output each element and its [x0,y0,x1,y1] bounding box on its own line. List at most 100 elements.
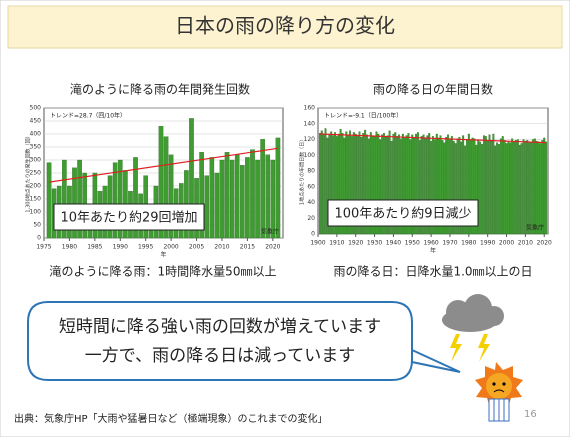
y-tick-label: 160 [304,105,316,112]
bar [505,143,508,235]
bar [482,135,485,235]
bar [471,137,474,235]
bar [467,133,470,235]
bar [341,133,344,235]
bar [509,142,512,235]
y-axis-label: 1地点あたりの年間日数（日） [299,137,306,205]
annotation: 10年あたり約29回増加 [60,211,197,226]
bar [518,144,521,235]
x-tick-label: 1980 [62,244,77,251]
bar [214,172,220,239]
bar [516,139,519,235]
bar [392,133,395,235]
cloud-icon [442,294,504,362]
x-tick-label: 2020 [537,240,552,247]
bar [133,157,138,239]
caption: 滝のように降る雨：1時間降水量50㎜以上 [50,265,277,279]
bar [398,134,401,235]
y-tick-label: 300 [30,157,42,164]
bar [158,126,164,239]
bar [541,140,544,235]
bar [450,136,453,235]
callout-text: 短時間に降る強い雨の回数が増えています [59,317,381,337]
trend-line [48,147,279,183]
bar [384,136,387,235]
bar [443,142,446,235]
callout-bubble [27,301,461,381]
bar [46,162,52,239]
bar [475,144,478,235]
x-tick-label: 1900 [310,240,325,247]
bar [522,139,525,235]
bar [514,140,517,235]
x-axis-label: 年 [430,247,436,255]
bar [322,134,325,235]
x-tick-label: 2015 [240,244,255,251]
y-tick-label: 80 [307,168,315,175]
bar [492,133,495,235]
bar [405,135,408,235]
bar [432,136,434,235]
x-tick-label: 1990 [480,240,495,247]
bar [403,137,406,235]
bar [386,135,389,235]
bar [433,139,436,235]
bar [486,140,489,235]
bar [543,137,546,235]
bar [330,131,333,235]
bar [460,141,463,235]
bar [416,132,419,235]
bar [499,138,502,235]
bar [445,136,448,235]
bar [255,159,260,239]
slide-title: 日本の雨の降り方の変化 [175,14,395,38]
bar [447,134,450,235]
bar [364,129,367,235]
annotation: 100年あたり約9日減少 [334,206,471,222]
bar [507,141,510,235]
bar [409,139,412,235]
x-tick-label: 1995 [138,244,153,251]
callout-text: 一方で、雨の降る日は減っています [85,346,355,366]
y-tick-label: 250 [30,170,42,177]
bar [452,140,455,235]
x-axis-label: 年 [160,251,166,259]
bar [245,157,250,239]
bar [163,136,169,239]
x-tick-label: 1920 [348,240,363,247]
x-tick-label: 2005 [189,244,204,251]
bar [320,130,323,235]
chart-title: 雨の降る日の年間日数 [373,82,493,97]
bar [537,141,540,235]
x-tick-label: 2020 [265,244,280,251]
y-tick-label: 140 [304,120,316,127]
bar [528,141,531,235]
y-tick-label: 100 [30,209,42,216]
x-tick-label: 1970 [442,240,457,247]
bar [234,154,240,239]
bar [401,133,404,235]
bar [366,134,368,235]
bar [360,136,363,235]
page-number: 16 [524,409,537,420]
title-band [7,5,563,49]
bar [334,132,336,235]
x-tick-label: 2000 [163,244,178,251]
bar [513,141,516,235]
bar [354,133,357,235]
bar [335,136,338,235]
x-tick-label: 2010 [214,244,229,251]
x-tick-label: 1940 [386,240,401,247]
y-tick-label: 100 [304,152,316,159]
y-tick-label: 0 [37,235,41,242]
bar [375,131,378,235]
credit: 気象庁 [526,224,544,232]
bar [229,159,235,239]
bar [379,139,382,235]
bar [318,133,321,235]
bar [189,118,194,239]
bar [62,159,67,239]
source: 出典：気象庁HP「大雨や猛暑日など（極端現象）のこれまでの変化」 [14,412,328,425]
bar [324,128,327,235]
y-tick-label: 350 [30,144,42,151]
